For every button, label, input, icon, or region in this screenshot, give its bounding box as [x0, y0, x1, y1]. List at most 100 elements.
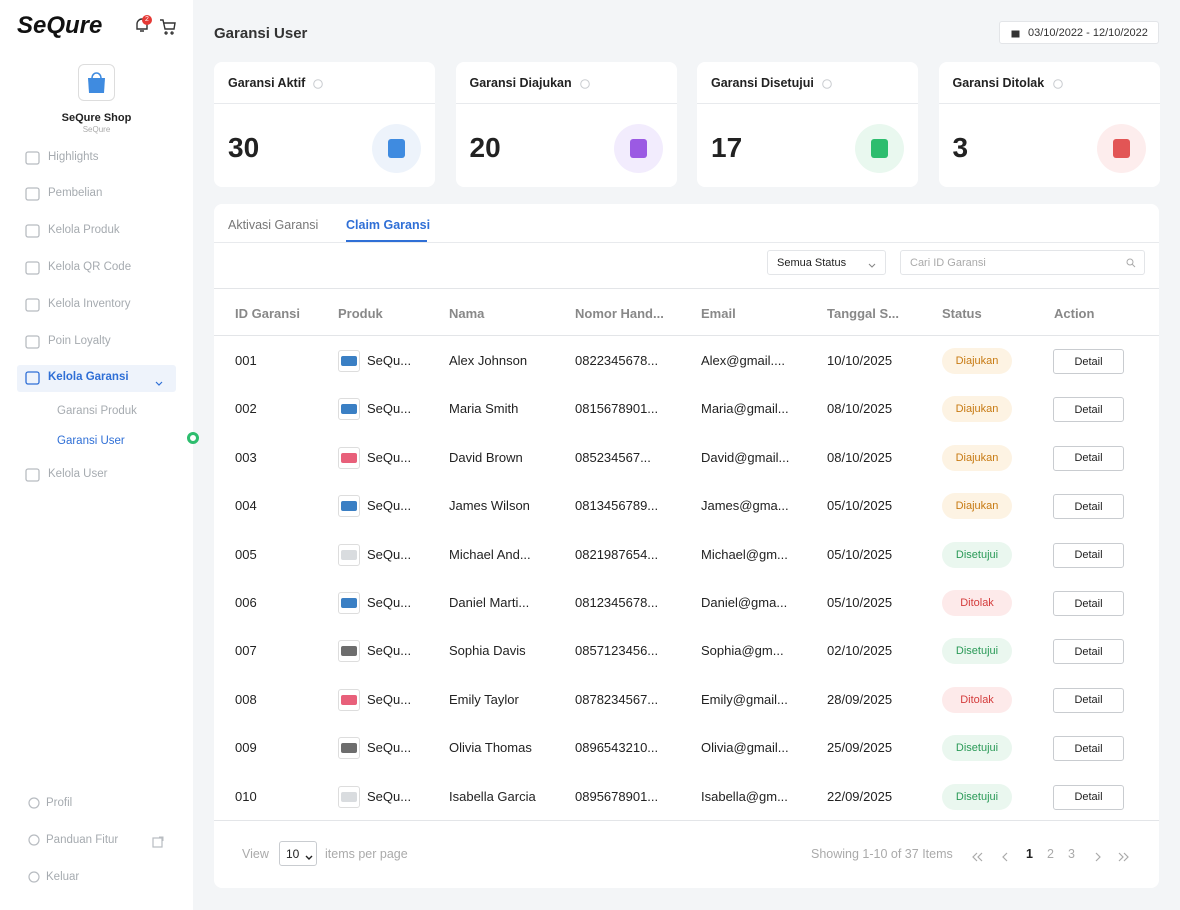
detail-button[interactable]: Detail	[1053, 349, 1124, 374]
menu-item[interactable]: Highlights	[48, 151, 99, 163]
submenu-item[interactable]: Garansi User	[57, 435, 125, 447]
stat-card: Garansi Diajukan 20	[455, 62, 677, 187]
tab[interactable]: Claim Garansi	[346, 218, 431, 232]
product-name: SeQu...	[367, 498, 412, 514]
date-range[interactable]: 03/10/2022 - 12/10/2022	[999, 21, 1159, 44]
table-cell: Michael And...	[449, 546, 531, 562]
status-select[interactable]: Semua Status	[767, 250, 886, 275]
status-badge: Ditolak	[942, 686, 1012, 713]
table-cell: David Brown	[449, 449, 523, 465]
table-cell: Alex@gmail....	[701, 353, 785, 368]
table-cell: 008	[235, 691, 257, 707]
detail-button[interactable]: Detail	[1053, 542, 1124, 568]
detail-button[interactable]: Detail	[1053, 639, 1124, 665]
table-cell: 0895678901...	[575, 788, 659, 804]
info-icon	[313, 77, 324, 95]
table-cell: 22/09/2025	[827, 788, 893, 804]
table-cell: 0896543210...	[575, 740, 659, 756]
column-header: Email	[701, 306, 736, 321]
page-number[interactable]: 2	[1047, 847, 1054, 861]
menu-icon	[25, 335, 40, 355]
table-cell: Isabella Garcia	[449, 788, 536, 804]
stat-label: Garansi Aktif	[228, 76, 306, 90]
divider	[697, 103, 918, 104]
table-cell: 004	[235, 498, 257, 514]
bottom-menu-item[interactable]: Keluar	[46, 871, 80, 883]
stat-value: 3	[952, 132, 969, 163]
divider	[214, 288, 1159, 289]
detail-button[interactable]: Detail	[1053, 591, 1124, 616]
stat-icon	[372, 124, 421, 173]
status-badge: Diajukan	[942, 396, 1012, 423]
product-thumbnail	[338, 737, 360, 760]
menu-item[interactable]: Kelola Inventory	[48, 298, 131, 310]
detail-button[interactable]: Detail	[1053, 784, 1124, 810]
table-cell: 0821987654...	[575, 546, 659, 562]
table-cell: 02/10/2025	[827, 643, 893, 659]
stat-card: Garansi Aktif 30	[214, 62, 435, 187]
product-thumbnail	[338, 446, 360, 469]
table-cell: Olivia Thomas	[449, 740, 532, 756]
menu-icon	[25, 187, 40, 207]
divider	[938, 103, 1160, 104]
chevron-down	[155, 374, 163, 392]
table-cell: 007	[235, 643, 257, 659]
detail-button[interactable]: Detail	[1053, 397, 1124, 423]
stat-icon	[1096, 124, 1146, 173]
stat-icon	[613, 124, 663, 173]
search-input[interactable]: Cari ID Garansi	[900, 250, 1145, 275]
menu-item[interactable]: Kelola User	[48, 468, 108, 480]
notification-badge: 2	[142, 15, 152, 25]
product-thumbnail	[338, 592, 360, 614]
menu-active-bg	[17, 365, 176, 392]
cart-icon[interactable]	[159, 18, 177, 36]
menu-item[interactable]: Poin Loyalty	[48, 335, 111, 347]
menu-item[interactable]: Kelola Garansi	[48, 371, 129, 383]
page-summary: Showing 1-10 of 37 Items	[811, 847, 953, 861]
stat-label: Garansi Ditolak	[952, 76, 1045, 90]
table-cell: David@gmail...	[701, 449, 790, 465]
table-cell: Emily@gmail...	[701, 691, 788, 707]
table-cell: 10/10/2025	[827, 353, 893, 368]
page-number[interactable]: 1	[1026, 847, 1033, 861]
table-cell: Sophia Davis	[449, 643, 526, 659]
table-cell: James@gma...	[701, 498, 789, 514]
info-icon	[579, 77, 591, 95]
detail-button[interactable]: Detail	[1053, 494, 1124, 520]
table-cell: 085234567...	[575, 449, 651, 465]
status-badge: Ditolak	[942, 590, 1012, 616]
detail-button[interactable]: Detail	[1053, 736, 1124, 762]
page-number[interactable]: 3	[1068, 847, 1075, 861]
bottom-menu-item[interactable]: Profil	[46, 797, 73, 809]
search-placeholder: Cari ID Garansi	[910, 257, 986, 269]
detail-button[interactable]: Detail	[1053, 687, 1124, 713]
menu-icon	[28, 797, 41, 815]
stat-card: Garansi Disetujui 17	[697, 62, 918, 187]
per-page-select[interactable]: 10	[279, 841, 317, 866]
tab[interactable]: Aktivasi Garansi	[228, 218, 319, 232]
detail-button[interactable]: Detail	[1053, 445, 1124, 471]
date-range-text: 03/10/2022 - 12/10/2022	[1028, 27, 1148, 39]
sidebar: SeQure 2 SeQure Shop SeQure Highlights Pe…	[0, 0, 199, 910]
menu-item[interactable]: Pembelian	[48, 187, 103, 199]
product-name: SeQu...	[367, 401, 412, 417]
submenu-item[interactable]: Garansi Produk	[57, 405, 137, 417]
bottom-menu-item[interactable]: Panduan Fitur	[46, 834, 119, 846]
table-cell: 08/10/2025	[827, 401, 893, 417]
active-dot	[187, 432, 199, 444]
table-cell: 05/10/2025	[827, 595, 893, 610]
status-badge: Disetujui	[942, 541, 1012, 568]
table-cell: 005	[235, 546, 257, 562]
per-page-suffix: items per page	[325, 847, 408, 861]
menu-item[interactable]: Kelola Produk	[48, 224, 120, 236]
divider	[214, 103, 435, 104]
column-header: Action	[1054, 306, 1095, 321]
menu-icon	[25, 224, 40, 244]
table-cell: 08/10/2025	[827, 449, 893, 465]
menu-item[interactable]: Kelola QR Code	[48, 261, 132, 273]
stat-value: 20	[469, 132, 501, 163]
status-badge: Disetujui	[942, 783, 1012, 810]
menu-icon	[25, 371, 40, 391]
menu-icon	[28, 871, 41, 889]
